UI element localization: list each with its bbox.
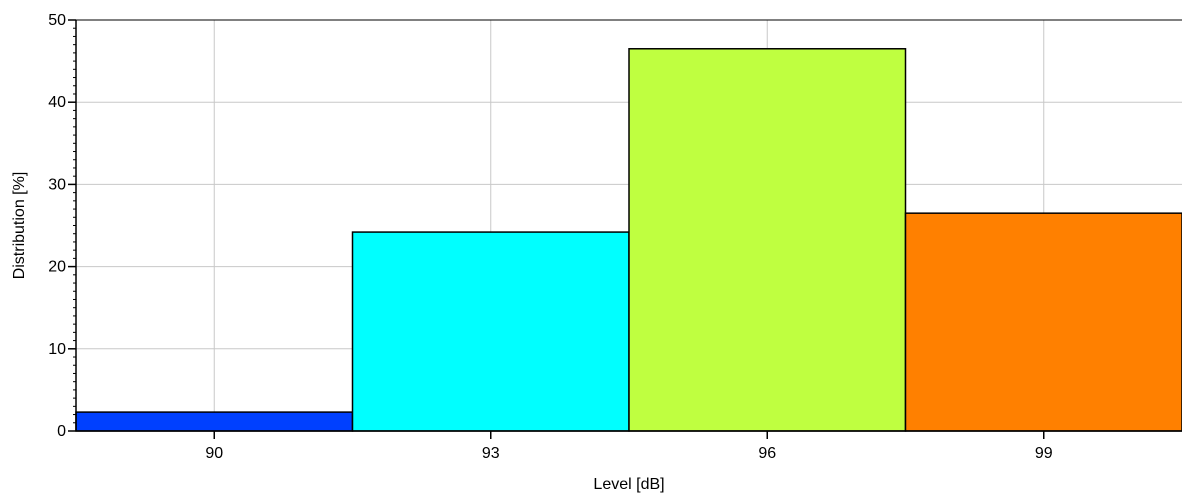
y-minor-ticks [73, 27, 76, 424]
x-tick-label: 99 [1035, 445, 1053, 462]
bar-93 [351, 231, 630, 432]
axes: 0 10 20 30 40 50 90 93 96 99 [48, 12, 1182, 462]
bars [75, 48, 1182, 432]
x-ticks: 90 93 96 99 [205, 431, 1053, 462]
y-tick-label: 40 [48, 94, 66, 111]
x-tick-label: 90 [205, 445, 223, 462]
bar-90 [75, 411, 354, 432]
y-tick-label: 50 [48, 12, 66, 29]
bar-96 [628, 48, 907, 432]
x-axis-title: Level [dB] [593, 476, 664, 493]
x-tick-label: 93 [482, 445, 500, 462]
bar-99 [904, 212, 1182, 432]
y-tick-label: 10 [48, 341, 66, 358]
y-axis-title: Distribution [%] [11, 172, 28, 280]
y-tick-label: 20 [48, 259, 66, 276]
y-tick-label: 0 [57, 423, 66, 440]
y-tick-label: 30 [48, 176, 66, 193]
y-ticks: 0 10 20 30 40 50 [48, 12, 76, 440]
x-tick-label: 96 [758, 445, 776, 462]
